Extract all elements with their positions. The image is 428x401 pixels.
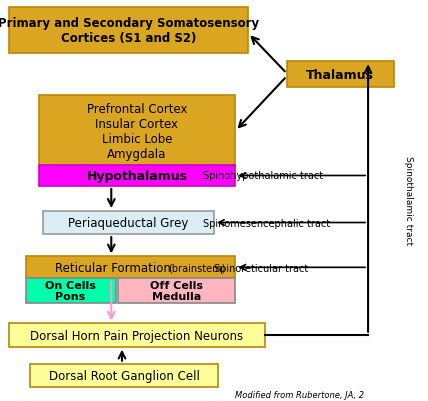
FancyBboxPatch shape [26, 257, 235, 279]
FancyBboxPatch shape [26, 279, 116, 303]
FancyBboxPatch shape [9, 8, 248, 54]
Text: Modified from Rubertone, JA, 2: Modified from Rubertone, JA, 2 [235, 390, 365, 399]
Text: Spinoreticular tract: Spinoreticular tract [214, 264, 308, 273]
FancyBboxPatch shape [43, 211, 214, 235]
Text: Spinomesencephalic tract: Spinomesencephalic tract [203, 218, 330, 228]
Text: Dorsal Horn Pain Projection Neurons: Dorsal Horn Pain Projection Neurons [30, 329, 244, 342]
Text: On Cells
Pons: On Cells Pons [45, 280, 96, 302]
FancyBboxPatch shape [39, 166, 235, 186]
Text: Primary and Secondary Somatosensory
Cortices (S1 and S2): Primary and Secondary Somatosensory Cort… [0, 17, 259, 45]
Text: Prefrontal Cortex
Insular Cortex
Limbic Lobe
Amygdala: Prefrontal Cortex Insular Cortex Limbic … [87, 102, 187, 160]
FancyBboxPatch shape [118, 279, 235, 303]
Text: Spinohypothalamic tract: Spinohypothalamic tract [203, 170, 324, 180]
Text: Hypothalamus: Hypothalamus [86, 170, 187, 182]
Text: Off Cells
Medulla: Off Cells Medulla [150, 280, 203, 302]
Text: (brainstem): (brainstem) [168, 263, 226, 273]
Text: Dorsal Root Ganglion Cell: Dorsal Root Ganglion Cell [49, 369, 199, 382]
FancyBboxPatch shape [9, 324, 265, 347]
Text: Thalamus: Thalamus [306, 69, 374, 82]
FancyBboxPatch shape [30, 364, 218, 387]
Text: Periaqueductal Grey: Periaqueductal Grey [68, 217, 189, 229]
Text: Reticular Formation: Reticular Formation [56, 261, 171, 274]
Text: Spinothalamic tract: Spinothalamic tract [404, 156, 413, 245]
FancyBboxPatch shape [287, 62, 394, 88]
FancyBboxPatch shape [39, 96, 235, 166]
